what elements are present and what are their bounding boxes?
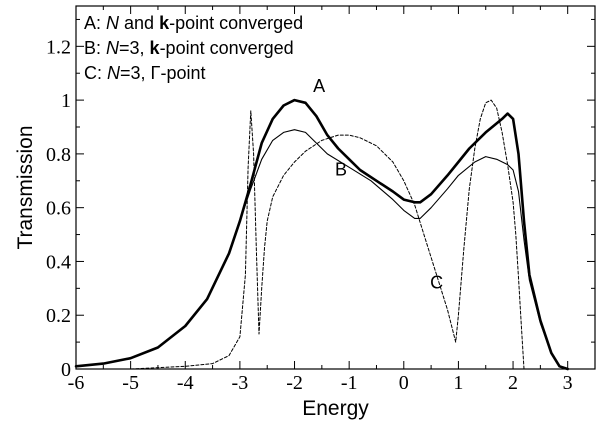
series-c-label: C <box>430 272 443 292</box>
y-tick-label: 0.4 <box>46 251 71 273</box>
legend-entry-c: C: N=3, Γ-point <box>84 63 206 83</box>
x-tick-label: -2 <box>286 372 303 394</box>
x-tick-label: 2 <box>508 372 518 394</box>
legend-text-part: A: <box>84 13 106 33</box>
y-tick-label: 0 <box>61 359 71 381</box>
legend-text-part: -point converged <box>169 13 303 33</box>
legend-text-part: Γ <box>151 63 161 83</box>
y-tick-label: 0.8 <box>46 144 71 166</box>
legend-text-part: -point converged <box>160 38 294 58</box>
plot-area: A B C <box>74 76 569 371</box>
x-tick-label: -4 <box>177 372 194 394</box>
axes: -6 -5 -4 -3 -2 -1 0 1 2 3 0 0.2 0.4 0.6 0.8 1 1.2 <box>46 5 596 394</box>
series-b-label: B <box>335 159 347 179</box>
plot-frame <box>75 5 596 370</box>
legend-text-part: N <box>107 63 121 83</box>
legend-text-part: B: <box>84 38 106 58</box>
y-tick-label: 1.2 <box>46 36 71 58</box>
x-tick-label: -6 <box>68 372 85 394</box>
x-tick-label: -1 <box>341 372 358 394</box>
legend-text-part: N <box>106 13 120 33</box>
legend-text-part: N <box>106 38 120 58</box>
legend-entry-b: B: N=3, k-point converged <box>84 38 294 58</box>
x-tick-label: 1 <box>453 372 463 394</box>
legend-text-part: and <box>119 13 159 33</box>
legend-text-part: C: <box>84 63 107 83</box>
legend-text-part: =3, <box>120 63 151 83</box>
x-tick-label: -5 <box>122 372 139 394</box>
y-tick-label: 1 <box>61 90 71 112</box>
y-tick-label: 0.2 <box>46 305 71 327</box>
legend-entry-a: A: N and k-point converged <box>84 13 303 33</box>
y-axis-label: Transmission <box>14 125 37 249</box>
x-tick-label: 0 <box>399 372 409 394</box>
legend-text-part: k <box>150 38 161 58</box>
series-c-line <box>75 99 525 370</box>
legend-text-part: -point <box>160 63 205 83</box>
x-tick-label: -3 <box>232 372 249 394</box>
x-tick-label: 3 <box>563 372 573 394</box>
y-tick-label: 0.6 <box>46 198 71 220</box>
series-b-line <box>75 129 569 370</box>
legend-text-part: k <box>159 13 170 33</box>
series-a-label: A <box>313 76 325 96</box>
legend-text-part: =3, <box>119 38 150 58</box>
x-axis-label: Energy <box>302 397 369 420</box>
